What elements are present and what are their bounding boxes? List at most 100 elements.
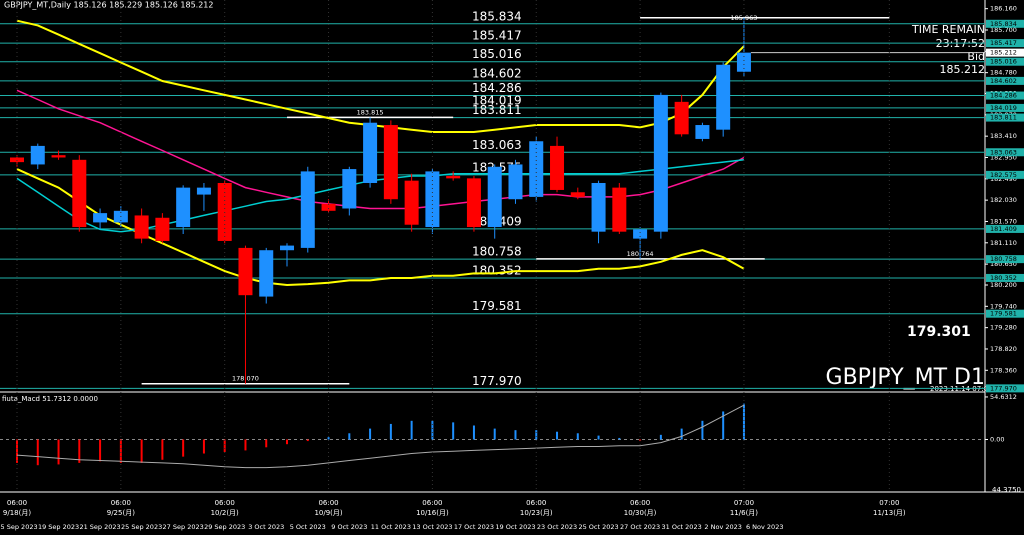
x-time-label: 06:00 (215, 499, 235, 507)
level-label: 184.602 (472, 66, 522, 80)
macd-bottom-label: 44.3750 (992, 486, 1021, 494)
x-time-label: 06:00 (318, 499, 338, 507)
x-date-label: 9/18(月) (3, 509, 31, 517)
y-tick-label: 178.360 (990, 366, 1017, 374)
candle-body (51, 155, 66, 158)
level-axis-box (986, 384, 1024, 393)
candle-body (446, 176, 461, 179)
projection-label: 179.301 (907, 324, 971, 340)
y-tick-label: 182.030 (990, 196, 1017, 204)
candle-body (550, 145, 565, 190)
candle-body (238, 247, 253, 296)
level-label: 183.063 (472, 138, 522, 152)
level-axis-box (986, 19, 1024, 28)
level-axis-label: 184.286 (990, 92, 1017, 100)
x-day-label: 23 Oct 2023 (537, 523, 577, 531)
indicator-line (16, 168, 745, 287)
level-label: 184.019 (472, 93, 522, 107)
level-axis-box (986, 170, 1024, 179)
candle-body (508, 164, 523, 200)
x-day-label: 21 Sep 2023 (79, 523, 120, 531)
y-tick-label: 180.200 (990, 281, 1017, 289)
candle-body (487, 166, 502, 228)
candle-body (633, 229, 648, 239)
level-axis-box (986, 148, 1024, 157)
x-time-label: 06:00 (111, 499, 131, 507)
x-date-label: 10/9(月) (314, 509, 342, 517)
y-tick-label: 183.410 (990, 132, 1017, 140)
candle-body (134, 215, 149, 239)
x-day-label: 5 Oct 2023 (290, 523, 326, 531)
x-day-label: 25 Oct 2023 (578, 523, 618, 531)
level-label: 183.811 (472, 103, 522, 117)
candle-body (404, 180, 419, 225)
candle-body (716, 64, 731, 130)
candle-body (591, 182, 606, 232)
candle-body (383, 125, 398, 200)
level-axis-label: 185.016 (990, 58, 1017, 66)
candle-body (30, 145, 45, 165)
bid-axis-label: 185.212 (990, 49, 1017, 57)
y-tick-label: 186.160 (990, 5, 1017, 13)
chart-title: GBPJPY_MT,Daily 185.126 185.229 185.126 … (4, 1, 213, 10)
level-axis-label: 185.834 (990, 20, 1017, 28)
level-axis-box (986, 103, 1024, 112)
x-time-label: 07:00 (734, 499, 754, 507)
y-tick-label: 184.780 (990, 69, 1017, 77)
symbol-label: GBPJPY_MT D1 (826, 365, 985, 390)
candle-body (570, 192, 585, 197)
candle-body (176, 187, 191, 228)
level-label: 185.417 (472, 29, 522, 43)
bid-axis-box (986, 48, 1024, 57)
level-label: 177.970 (472, 374, 522, 388)
level-label: 179.581 (472, 299, 522, 313)
level-axis-label: 184.019 (990, 104, 1017, 112)
x-date-label: 11/6(月) (730, 509, 758, 517)
level-axis-label: 185.417 (990, 39, 1017, 47)
candle-body (196, 187, 211, 195)
x-day-label: 17 Oct 2023 (454, 523, 494, 531)
y-tick-label: 178.820 (990, 345, 1017, 353)
x-day-label: 19 Sep 2023 (38, 523, 79, 531)
candle-body (300, 171, 315, 248)
level-axis-label: 184.602 (990, 77, 1017, 85)
x-day-label: 2 Nov 2023 (704, 523, 742, 531)
candle-body (466, 178, 481, 228)
level-axis-label: 180.352 (990, 274, 1017, 282)
extreme-label: 183.815 (357, 108, 384, 116)
bid-value: 185.212 (940, 63, 986, 76)
x-date-label: 9/25(月) (107, 509, 135, 517)
level-axis-box (986, 255, 1024, 264)
x-day-label: 27 Oct 2023 (620, 523, 660, 531)
candle-body (280, 245, 295, 251)
level-axis-label: 182.575 (990, 171, 1017, 179)
level-axis-label: 177.970 (990, 384, 1017, 392)
x-day-label: 27 Sep 2023 (163, 523, 204, 531)
level-label: 185.834 (472, 9, 522, 23)
x-time-label: 06:00 (526, 499, 546, 507)
y-tick-label: 182.950 (990, 153, 1017, 161)
candle-body (93, 213, 108, 223)
macd-tick-label: 0.00 (990, 436, 1004, 444)
candle-body (342, 169, 357, 209)
candle-body (363, 122, 378, 183)
level-axis-box (986, 309, 1024, 318)
future-time: 2023.11.14 07:00 (930, 385, 992, 393)
level-axis-label: 181.409 (990, 225, 1017, 233)
level-axis-label: 183.063 (990, 148, 1017, 156)
x-date-label: 10/2(月) (211, 509, 239, 517)
x-day-label: 11 Oct 2023 (371, 523, 411, 531)
x-day-label: 19 Oct 2023 (495, 523, 535, 531)
level-axis-box (986, 224, 1024, 233)
x-day-label: 25 Sep 2023 (121, 523, 162, 531)
y-tick-label: 179.740 (990, 302, 1017, 310)
candle-body (217, 182, 232, 241)
level-axis-box (986, 57, 1024, 66)
y-tick-label: 181.570 (990, 217, 1017, 225)
bid-label: Bid (967, 50, 985, 63)
macd-tick-label: 54.6312 (990, 393, 1017, 401)
candle-body (612, 187, 627, 232)
candle-body (653, 94, 668, 232)
x-date-label: 10/23(月) (520, 509, 553, 517)
